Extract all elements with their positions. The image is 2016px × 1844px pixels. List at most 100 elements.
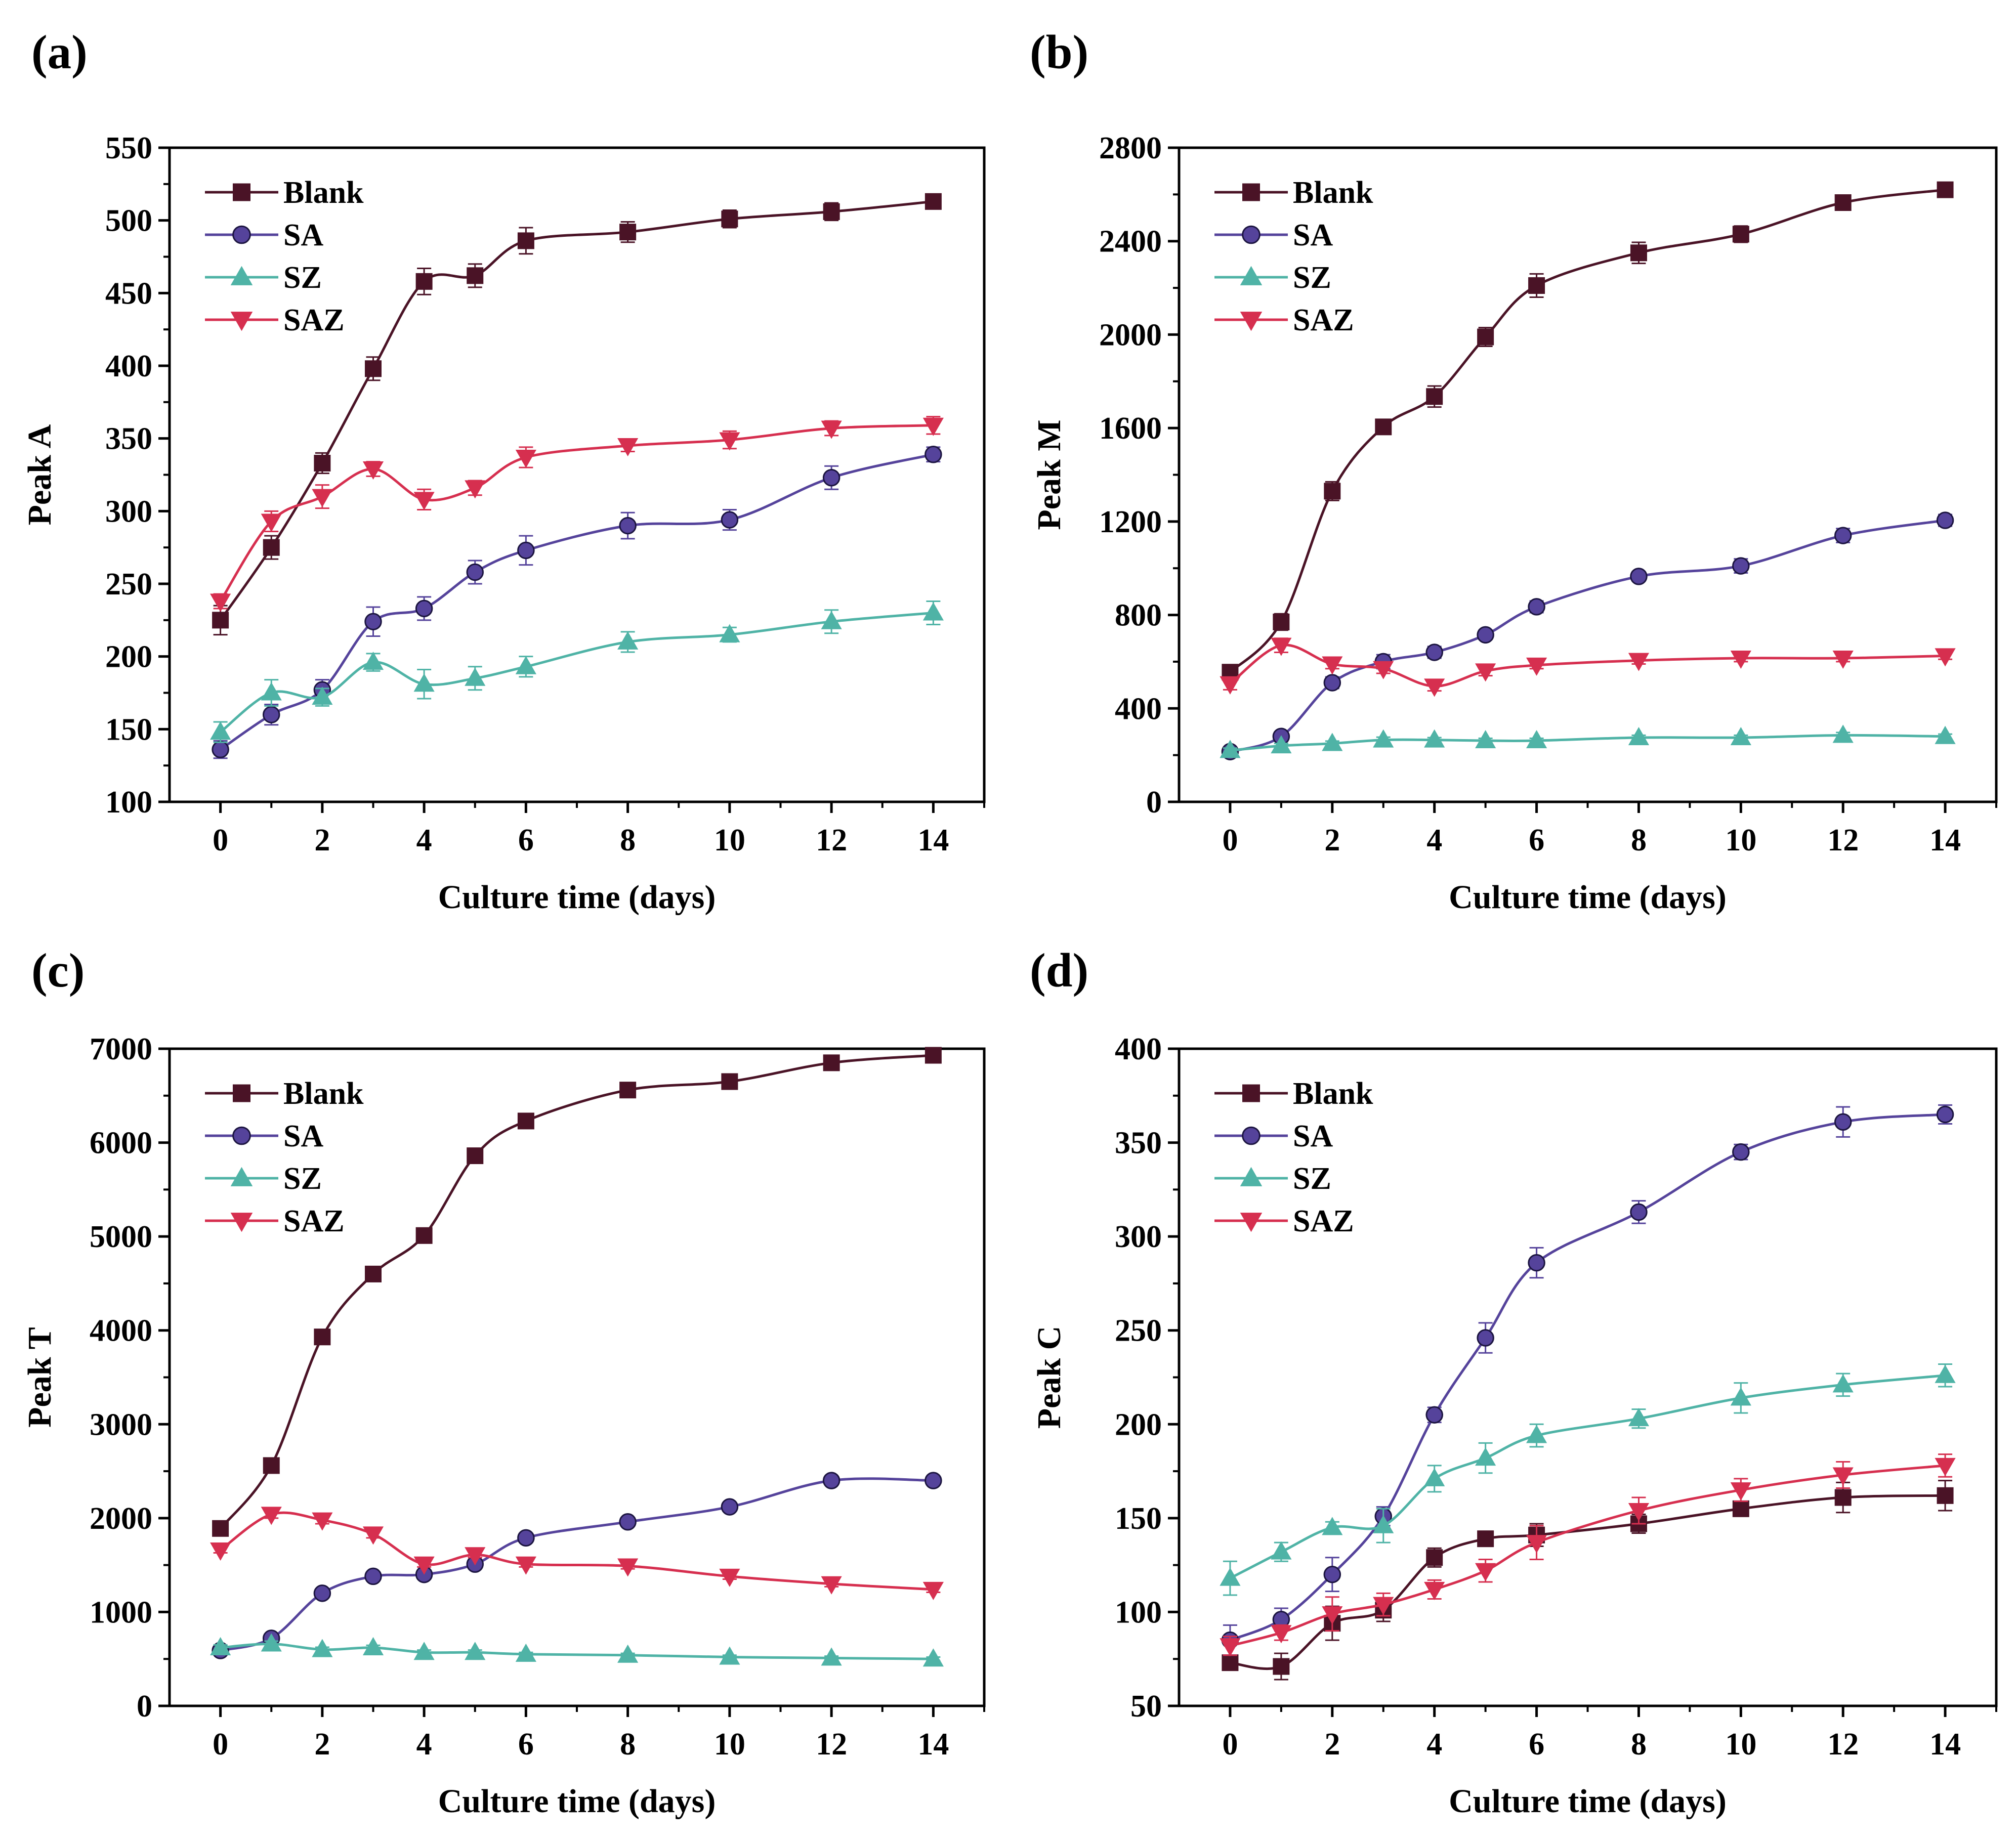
data-point bbox=[415, 599, 433, 618]
data-point bbox=[1628, 1408, 1650, 1427]
data-point bbox=[922, 1648, 944, 1667]
data-point bbox=[210, 593, 231, 612]
series-sz bbox=[1220, 1363, 1956, 1596]
legend-marker-blank bbox=[1242, 1084, 1260, 1102]
y-tick-label: 200 bbox=[105, 640, 152, 674]
series-line-blank bbox=[219, 1054, 934, 1529]
data-point bbox=[1475, 1447, 1496, 1466]
data-point bbox=[925, 1472, 942, 1489]
data-point bbox=[465, 1642, 486, 1660]
x-tick-label: 6 bbox=[518, 1727, 534, 1762]
data-point bbox=[1373, 1515, 1394, 1533]
data-point bbox=[1834, 194, 1852, 211]
y-tick-label: 2000 bbox=[1099, 318, 1162, 352]
y-tick-label: 550 bbox=[105, 131, 152, 165]
series-blank bbox=[212, 193, 942, 636]
x-tick-label: 10 bbox=[1725, 1727, 1756, 1762]
y-axis-title: Peak T bbox=[21, 1327, 58, 1428]
legend-marker-blank bbox=[1242, 183, 1260, 201]
data-point bbox=[515, 656, 536, 674]
data-point bbox=[1730, 726, 1751, 746]
data-point bbox=[1834, 1113, 1852, 1131]
y-tick-label: 2800 bbox=[1099, 131, 1162, 165]
data-point bbox=[719, 624, 740, 642]
panel-d: (d) 50 100 150 200 250 300 350 400 0 2 4 6 8 10 12 14 Cul… bbox=[1030, 944, 1998, 1820]
panel-a: (a) 100 150 200 250 300 350 400 450 500 550 0 2 4 6 8 10… bbox=[21, 25, 986, 916]
data-point bbox=[1937, 1487, 1954, 1504]
data-point bbox=[721, 511, 739, 529]
x-tick-label: 12 bbox=[816, 1727, 847, 1762]
legend-label-blank: Blank bbox=[1293, 176, 1373, 210]
series-saz bbox=[1220, 637, 1956, 697]
data-point bbox=[1477, 328, 1494, 346]
data-point bbox=[1322, 1606, 1343, 1625]
y-tick-label: 50 bbox=[1130, 1689, 1162, 1724]
x-tick-label: 10 bbox=[714, 823, 745, 857]
data-point bbox=[821, 1647, 842, 1666]
legend-marker-blank bbox=[233, 183, 250, 201]
data-point bbox=[1475, 730, 1496, 749]
panel-label: (c) bbox=[31, 944, 85, 997]
legend-label-sa: SA bbox=[283, 1119, 323, 1153]
data-point bbox=[619, 1082, 637, 1099]
legend-label-blank: Blank bbox=[283, 176, 364, 210]
legend-marker-saz bbox=[230, 312, 253, 331]
data-point bbox=[1630, 1203, 1648, 1221]
data-point bbox=[822, 1472, 841, 1489]
data-point bbox=[617, 631, 639, 650]
data-point bbox=[1426, 388, 1443, 405]
x-axis-title: Culture time (days) bbox=[1449, 879, 1727, 916]
legend-marker-sa bbox=[232, 1126, 251, 1145]
data-point bbox=[263, 706, 280, 723]
legend-label-saz: SAZ bbox=[283, 303, 345, 337]
y-tick-label: 4000 bbox=[90, 1314, 152, 1348]
x-tick-label: 0 bbox=[1222, 823, 1238, 857]
series-sz bbox=[1220, 724, 1956, 758]
data-point bbox=[1477, 1329, 1494, 1347]
data-point bbox=[467, 1147, 484, 1165]
panel-c: (c) 0 1000 2000 3000 4000 5000 6000 7000 0 2 4 6 8 10 1… bbox=[21, 944, 986, 1820]
data-point bbox=[1323, 674, 1341, 692]
legend-label-sz: SZ bbox=[1293, 261, 1331, 295]
data-point bbox=[1322, 656, 1343, 675]
data-point bbox=[1323, 1565, 1341, 1583]
data-point bbox=[465, 1547, 486, 1566]
legend-marker-saz bbox=[230, 1213, 253, 1232]
data-point bbox=[619, 224, 637, 241]
data-point bbox=[719, 1646, 740, 1665]
data-point bbox=[922, 1581, 944, 1600]
panel-b: (b) 0 400 800 1200 1600 2000 2400 2800 0 2 4 6 8 10 12 1… bbox=[1030, 25, 1998, 916]
data-point bbox=[1935, 1457, 1956, 1476]
legend-marker-sz bbox=[230, 1167, 253, 1186]
series-saz bbox=[210, 1507, 944, 1600]
x-tick-label: 12 bbox=[1827, 1727, 1859, 1762]
data-point bbox=[1832, 724, 1854, 743]
data-point bbox=[312, 1512, 333, 1531]
y-tick-label: 350 bbox=[105, 422, 152, 456]
legend-marker-saz bbox=[1240, 312, 1263, 331]
series-line-sa bbox=[1230, 519, 1946, 753]
legend-marker-saz bbox=[1240, 1213, 1263, 1232]
data-point bbox=[1732, 1500, 1749, 1517]
x-tick-label: 2 bbox=[1324, 1727, 1340, 1762]
data-point bbox=[1477, 626, 1494, 644]
data-point bbox=[821, 420, 842, 439]
series-sz bbox=[210, 600, 944, 743]
x-tick-label: 4 bbox=[416, 1727, 432, 1762]
x-tick-label: 8 bbox=[620, 1727, 636, 1762]
data-point bbox=[1628, 726, 1650, 746]
data-point bbox=[362, 461, 384, 480]
y-tick-label: 2400 bbox=[1099, 225, 1162, 259]
x-tick-label: 14 bbox=[917, 823, 949, 857]
y-tick-label: 250 bbox=[105, 567, 152, 602]
data-point bbox=[314, 1328, 331, 1346]
x-tick-label: 4 bbox=[1426, 1727, 1442, 1762]
legend-label-sz: SZ bbox=[283, 1162, 322, 1196]
data-point bbox=[1425, 1406, 1443, 1424]
legend-label-saz: SAZ bbox=[1293, 303, 1354, 337]
data-point bbox=[1220, 1638, 1241, 1657]
x-tick-label: 2 bbox=[314, 1727, 330, 1762]
x-tick-label: 14 bbox=[1929, 1727, 1961, 1762]
series-line-saz bbox=[219, 424, 934, 602]
legend-label-sz: SZ bbox=[1293, 1162, 1331, 1196]
